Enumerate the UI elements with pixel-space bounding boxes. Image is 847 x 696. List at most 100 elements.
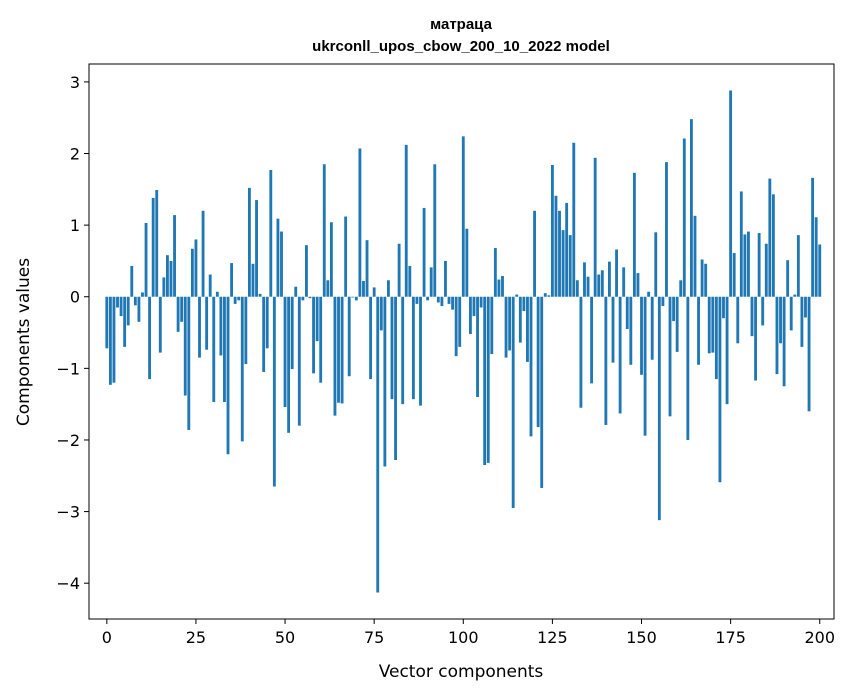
bar <box>123 296 127 347</box>
bar <box>568 235 572 297</box>
bar <box>700 259 704 297</box>
bar <box>166 255 169 297</box>
bar <box>319 296 323 383</box>
bar <box>486 296 490 463</box>
bar <box>668 296 672 417</box>
bar <box>565 202 569 297</box>
bar <box>144 222 148 297</box>
bar <box>354 296 358 301</box>
bar <box>255 200 258 297</box>
x-tick-label: 50 <box>275 628 295 647</box>
bar <box>504 296 508 358</box>
bar <box>148 296 152 380</box>
bar <box>554 195 558 297</box>
bar <box>604 296 608 425</box>
bar <box>807 296 811 412</box>
bar <box>297 296 301 426</box>
bar <box>108 296 112 385</box>
bar <box>490 296 494 355</box>
bar <box>105 296 109 349</box>
bar <box>579 296 583 408</box>
bar <box>657 296 661 521</box>
bar <box>611 296 615 363</box>
bar <box>422 207 426 297</box>
bar <box>372 287 376 297</box>
bar <box>782 296 786 387</box>
bar <box>305 245 308 297</box>
y-axis-ticks: −4 −3 −2 −1 0 1 2 3 <box>56 73 89 593</box>
bar <box>215 291 219 297</box>
bar <box>714 296 718 380</box>
bar <box>237 296 241 301</box>
x-tick-label: 75 <box>364 628 384 647</box>
bar <box>711 296 715 353</box>
y-tick-label: −4 <box>56 574 80 593</box>
bar <box>518 296 522 343</box>
bar <box>262 296 266 372</box>
bar <box>811 177 815 297</box>
bar <box>276 218 280 297</box>
bar <box>697 296 700 365</box>
bar <box>240 296 244 442</box>
bar <box>219 296 223 356</box>
bar <box>533 210 536 297</box>
bar <box>187 296 191 430</box>
bar <box>447 296 451 304</box>
x-tick-label: 175 <box>715 628 746 647</box>
bar <box>290 296 294 370</box>
bar <box>130 265 134 297</box>
bar <box>112 296 116 383</box>
bar <box>183 296 187 396</box>
bar <box>722 296 725 319</box>
bar <box>747 231 750 297</box>
bar <box>162 277 166 297</box>
bar <box>472 296 476 317</box>
bar <box>561 230 565 297</box>
bar <box>226 296 230 455</box>
bar <box>629 296 633 365</box>
x-tick-label: 150 <box>626 628 657 647</box>
bar <box>387 280 390 297</box>
bars <box>105 90 822 593</box>
bar <box>337 296 340 403</box>
bar <box>312 296 315 374</box>
bar <box>461 136 465 297</box>
bar <box>269 169 273 297</box>
bar <box>212 296 216 403</box>
bar <box>433 164 437 297</box>
bar <box>536 296 540 428</box>
bar <box>761 296 765 326</box>
x-tick-label: 125 <box>537 628 568 647</box>
y-tick-label: −3 <box>56 503 80 522</box>
y-tick-label: 3 <box>70 73 80 92</box>
bar <box>779 296 782 344</box>
bar <box>451 296 455 310</box>
bar <box>718 296 722 483</box>
bar <box>693 215 697 297</box>
bar <box>116 296 119 308</box>
bar <box>818 244 822 297</box>
bar <box>190 248 194 297</box>
bar <box>258 293 262 297</box>
bar <box>547 295 551 297</box>
bar <box>529 296 533 437</box>
bar <box>679 280 683 297</box>
x-tick-label: 25 <box>186 628 206 647</box>
bar <box>351 296 355 298</box>
bar <box>625 296 629 329</box>
bar <box>583 262 586 297</box>
bar <box>501 275 504 297</box>
bar <box>322 164 326 297</box>
bar <box>454 296 458 357</box>
bar <box>408 265 412 297</box>
bar <box>301 296 305 301</box>
plot-frame <box>88 63 835 620</box>
bar <box>665 162 668 297</box>
bar <box>198 296 201 358</box>
bar <box>205 296 209 350</box>
chart-title: матраца <box>430 16 492 33</box>
bar <box>333 296 337 416</box>
bar <box>622 267 626 297</box>
y-tick-label: −1 <box>56 359 80 378</box>
bar <box>404 144 408 297</box>
